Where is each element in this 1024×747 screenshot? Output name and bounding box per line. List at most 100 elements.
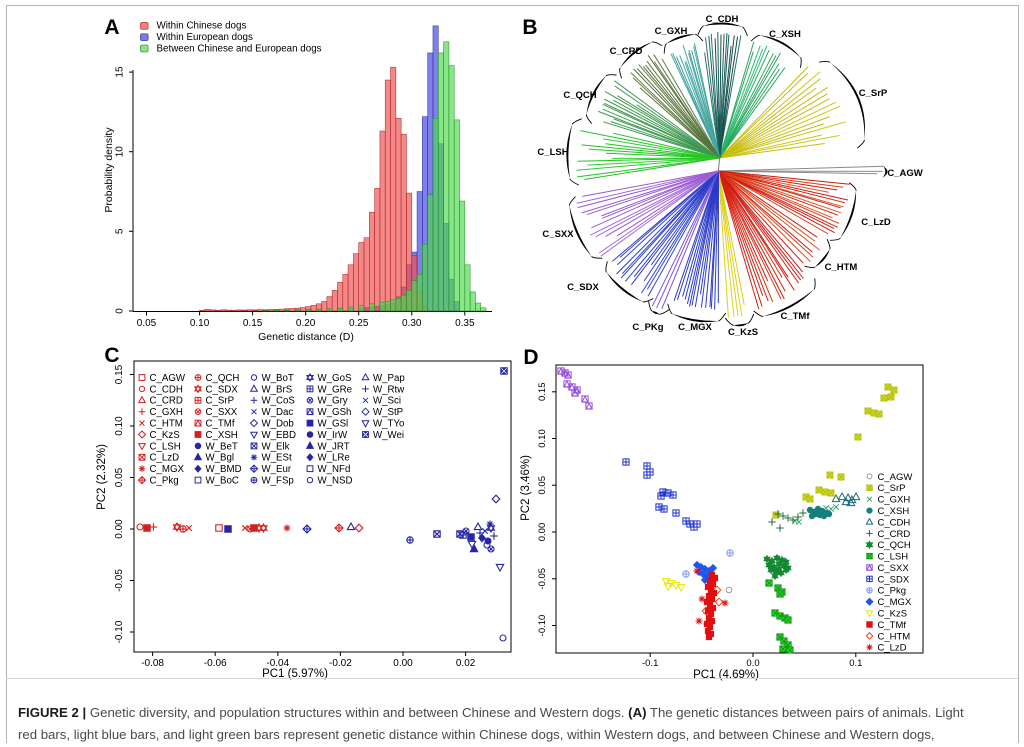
svg-text:W_NSD: W_NSD <box>318 476 353 487</box>
svg-text:C_HTM: C_HTM <box>150 419 183 430</box>
svg-text:C_SrP: C_SrP <box>859 88 888 99</box>
svg-text:0.00: 0.00 <box>537 523 548 542</box>
svg-text:A: A <box>104 16 119 39</box>
svg-text:C_AGW: C_AGW <box>150 373 186 384</box>
svg-text:C_AGW: C_AGW <box>887 168 922 179</box>
svg-text:W_TYo: W_TYo <box>373 419 404 430</box>
svg-text:0.05: 0.05 <box>137 318 157 329</box>
svg-text:Within European dogs: Within European dogs <box>157 32 253 43</box>
svg-text:W_Gry: W_Gry <box>318 396 348 407</box>
svg-text:C_Pkg: C_Pkg <box>878 586 907 597</box>
svg-text:C_TMf: C_TMf <box>780 311 810 322</box>
svg-text:W_Dac: W_Dac <box>262 407 294 418</box>
svg-text:0: 0 <box>115 308 126 314</box>
svg-text:0.05: 0.05 <box>114 467 125 487</box>
svg-text:C_GXH: C_GXH <box>655 26 688 37</box>
svg-text:0.20: 0.20 <box>296 318 316 329</box>
svg-text:0.10: 0.10 <box>190 318 210 329</box>
svg-text:W_IrW: W_IrW <box>318 430 348 441</box>
svg-text:C_CRD: C_CRD <box>610 46 643 57</box>
svg-text:W_Pap: W_Pap <box>373 373 405 384</box>
svg-text:C_KzS: C_KzS <box>878 608 908 619</box>
svg-text:W_EBD: W_EBD <box>262 430 296 441</box>
svg-text:0.25: 0.25 <box>349 318 369 329</box>
svg-text:C_LSH: C_LSH <box>150 441 181 452</box>
svg-text:0.15: 0.15 <box>537 383 548 402</box>
svg-text:B: B <box>522 16 537 39</box>
svg-text:W_BoC: W_BoC <box>206 476 239 487</box>
svg-text:C_XSH: C_XSH <box>769 29 801 40</box>
svg-text:0.10: 0.10 <box>114 416 125 436</box>
svg-text:C_MGX: C_MGX <box>878 597 912 608</box>
svg-text:C_KzS: C_KzS <box>728 327 758 338</box>
svg-text:W_NFd: W_NFd <box>318 464 351 475</box>
svg-text:C_QCH: C_QCH <box>563 90 596 101</box>
svg-text:C_QCH: C_QCH <box>878 540 911 551</box>
svg-text:W_Elk: W_Elk <box>262 441 290 452</box>
svg-text:W_GoS: W_GoS <box>318 373 352 384</box>
svg-text:C_CDH: C_CDH <box>878 517 911 528</box>
svg-text:PC2 (3.46%): PC2 (3.46%) <box>520 455 532 521</box>
svg-text:C_XSH: C_XSH <box>206 430 238 441</box>
svg-text:PC1 (4.69%): PC1 (4.69%) <box>693 669 759 681</box>
svg-text:-0.10: -0.10 <box>114 620 125 643</box>
svg-text:0.35: 0.35 <box>455 318 475 329</box>
svg-text:C_SXX: C_SXX <box>206 407 238 418</box>
svg-text:10: 10 <box>115 146 126 158</box>
svg-text:C: C <box>104 344 119 367</box>
svg-text:W_Sci: W_Sci <box>373 396 401 407</box>
svg-text:W_ESt: W_ESt <box>262 453 292 464</box>
svg-text:C_PKg: C_PKg <box>632 322 663 333</box>
svg-text:-0.02: -0.02 <box>329 658 352 669</box>
svg-text:0.02: 0.02 <box>456 658 476 669</box>
svg-text:C_LSH: C_LSH <box>537 147 568 158</box>
svg-text:C_LzD: C_LzD <box>878 643 907 654</box>
svg-text:C_MGX: C_MGX <box>150 464 185 475</box>
svg-text:C_TMf: C_TMf <box>206 419 235 430</box>
svg-text:C_MGX: C_MGX <box>678 322 712 333</box>
svg-text:W_BMD: W_BMD <box>206 464 242 475</box>
svg-text:C_Pkg: C_Pkg <box>150 476 179 487</box>
svg-text:W_Dob: W_Dob <box>262 419 294 430</box>
svg-text:0.30: 0.30 <box>402 318 422 329</box>
svg-text:-0.10: -0.10 <box>537 615 548 637</box>
svg-text:C_AGW: C_AGW <box>878 472 913 483</box>
svg-text:-0.05: -0.05 <box>537 568 548 590</box>
svg-text:C_LzD: C_LzD <box>150 453 180 464</box>
svg-text:C_SrP: C_SrP <box>206 396 235 407</box>
svg-text:C_QCH: C_QCH <box>206 373 240 384</box>
svg-text:Within Chinese dogs: Within Chinese dogs <box>157 21 247 32</box>
svg-text:C_SDX: C_SDX <box>567 282 599 293</box>
svg-text:C_LzD: C_LzD <box>861 217 891 228</box>
svg-text:-0.05: -0.05 <box>114 569 125 592</box>
svg-text:W_FSp: W_FSp <box>262 476 294 487</box>
svg-text:0.15: 0.15 <box>114 364 125 384</box>
svg-text:C_LSH: C_LSH <box>878 552 909 563</box>
svg-text:C_CDH: C_CDH <box>150 384 183 395</box>
svg-text:C_KzS: C_KzS <box>150 430 181 441</box>
svg-text:C_SDX: C_SDX <box>206 384 239 395</box>
svg-text:W_JRT: W_JRT <box>318 441 350 452</box>
svg-text:C_GXH: C_GXH <box>878 495 911 506</box>
svg-text:C_XSH: C_XSH <box>878 506 910 517</box>
svg-text:Genetic distance (D): Genetic distance (D) <box>258 331 354 343</box>
svg-text:W_StP: W_StP <box>373 407 403 418</box>
svg-text:W_LRe: W_LRe <box>318 453 350 464</box>
svg-text:W_GSl: W_GSl <box>318 419 349 430</box>
svg-text:W_BeT: W_BeT <box>206 441 238 452</box>
svg-text:-0.08: -0.08 <box>141 658 164 669</box>
svg-text:C_HTM: C_HTM <box>878 631 911 642</box>
svg-text:0.10: 0.10 <box>537 429 548 448</box>
svg-text:C_HTM: C_HTM <box>825 262 858 273</box>
svg-text:W_BoT: W_BoT <box>262 373 294 384</box>
svg-text:0.1: 0.1 <box>849 658 862 669</box>
svg-text:C_SrP: C_SrP <box>878 483 906 494</box>
svg-text:C_TMf: C_TMf <box>878 620 907 631</box>
svg-text:-0.06: -0.06 <box>204 658 227 669</box>
svg-text:0.15: 0.15 <box>243 318 263 329</box>
svg-text:0.0: 0.0 <box>746 658 759 669</box>
svg-text:0.00: 0.00 <box>114 519 125 539</box>
svg-text:D: D <box>523 346 538 369</box>
svg-text:Between Chinese and European d: Between Chinese and European dogs <box>157 43 322 54</box>
svg-text:W_Bgl: W_Bgl <box>206 453 235 464</box>
